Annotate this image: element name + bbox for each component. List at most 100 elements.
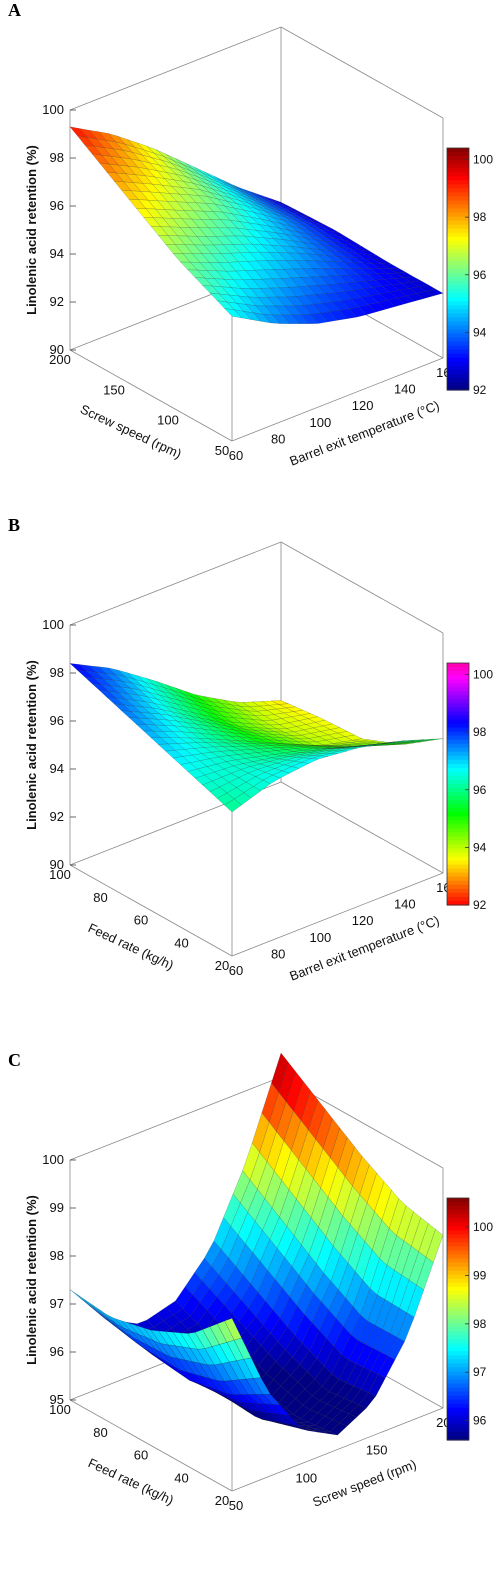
surface-facet	[367, 740, 385, 744]
colorbar-swatch	[447, 1302, 469, 1308]
surface-facet	[330, 750, 348, 754]
y-tick-label: 20	[215, 958, 229, 973]
surface-facet	[236, 727, 254, 734]
surface-facet	[357, 1202, 375, 1242]
colorbar-swatch	[447, 269, 469, 274]
surface-facet	[310, 1187, 329, 1228]
surface-facet	[266, 763, 285, 769]
colorbar-swatch	[447, 1419, 469, 1425]
surface-facet	[224, 308, 243, 319]
z-tick-label: 94	[50, 761, 64, 776]
colorbar-swatch	[447, 184, 469, 189]
surface-facet	[369, 1258, 388, 1296]
colorbar-swatch	[447, 317, 469, 323]
surface-facet	[329, 1422, 348, 1436]
surface-facet	[338, 275, 357, 284]
surface-facet	[211, 176, 229, 187]
surface-facet	[303, 755, 321, 759]
surface-facet	[264, 714, 283, 721]
surface-facet	[232, 732, 250, 739]
surface-facet	[191, 753, 210, 761]
surface-facet	[302, 748, 320, 752]
colorbar-swatch	[447, 836, 469, 842]
surface-facet	[135, 724, 154, 732]
surface-facet	[248, 203, 266, 212]
surface-facet	[209, 178, 227, 188]
surface-facet	[202, 285, 220, 295]
surface-facet	[316, 1236, 334, 1274]
surface-facet	[88, 129, 107, 141]
surface-facet	[121, 189, 139, 200]
surface-facet	[202, 780, 220, 792]
surface-facet	[174, 725, 193, 733]
surface-facet	[339, 308, 358, 319]
surface-plot-b: B909294969810060801001201401602040608010…	[8, 515, 493, 984]
y-tick-label: 150	[103, 382, 125, 397]
colorbar-swatch	[447, 1254, 469, 1260]
y-tick-label: 80	[93, 890, 107, 905]
surface-facet	[291, 762, 310, 769]
colorbar-tick-label: 100	[473, 1220, 493, 1234]
surface-facet	[275, 707, 295, 714]
surface-facet	[283, 711, 302, 717]
colorbar-swatch	[447, 824, 469, 829]
plot-box	[69, 541, 444, 957]
colorbar-swatch	[447, 788, 469, 793]
box-edge	[69, 1076, 282, 1161]
surface-facet	[377, 300, 396, 310]
colorbar-swatch	[447, 236, 469, 242]
surface-facet	[120, 710, 140, 719]
surface-facet	[205, 725, 223, 732]
colorbar-swatch	[447, 220, 469, 226]
surface-facet	[250, 1261, 268, 1293]
surface-facet	[374, 1181, 392, 1221]
colorbar-tick-label: 94	[473, 325, 487, 339]
colorbar-swatch	[447, 767, 469, 773]
surface-facet	[271, 700, 289, 705]
colorbar-swatch	[447, 1198, 469, 1203]
surface-facet	[313, 224, 331, 232]
surface-facet	[289, 225, 307, 234]
colorbar-swatch	[447, 1403, 469, 1409]
colorbar-swatch	[447, 1359, 469, 1364]
panel-label: A	[8, 0, 21, 20]
colorbar-tick-label: 92	[473, 383, 487, 397]
surface-facet	[386, 1235, 405, 1271]
surface-facet	[399, 740, 417, 743]
surface-facet	[261, 745, 279, 749]
surface-facet	[112, 680, 132, 689]
surface-facet	[324, 1407, 343, 1420]
surface-facet	[406, 1284, 425, 1318]
colorbar-swatch	[447, 1290, 469, 1296]
colorbar-swatch	[447, 852, 469, 858]
colorbar-swatch	[447, 148, 469, 153]
colorbar-swatch	[447, 325, 469, 331]
surface-facet	[172, 218, 190, 228]
colorbar-swatch	[447, 281, 469, 286]
surface-facet	[238, 709, 256, 716]
colorbar-swatch	[447, 864, 469, 870]
colorbar-swatch	[447, 337, 469, 343]
colorbar-tick-label: 98	[473, 1317, 487, 1331]
surface-facet	[377, 743, 395, 746]
surface-facet	[341, 1401, 360, 1415]
surface-facet	[176, 201, 195, 211]
surface-facet	[328, 1289, 346, 1319]
colorbar-swatch	[447, 1395, 469, 1401]
colorbar-swatch	[447, 751, 469, 757]
colorbar-swatch	[447, 888, 469, 894]
surface-facet	[200, 189, 218, 200]
colorbar-swatch	[447, 832, 469, 838]
colorbar-swatch	[447, 1391, 469, 1397]
surface-facet	[271, 1052, 289, 1093]
x-tick-label: 60	[229, 963, 243, 978]
colorbar-swatch	[447, 743, 469, 749]
surface-facet	[338, 1359, 357, 1383]
surface-facet	[194, 694, 212, 702]
colorbar-swatch	[447, 699, 469, 704]
colorbar-swatch	[447, 1327, 469, 1332]
surface-facet	[278, 1062, 296, 1103]
colorbar-swatch	[447, 896, 469, 902]
surface-facet	[301, 314, 319, 324]
surface-facet	[384, 742, 402, 745]
